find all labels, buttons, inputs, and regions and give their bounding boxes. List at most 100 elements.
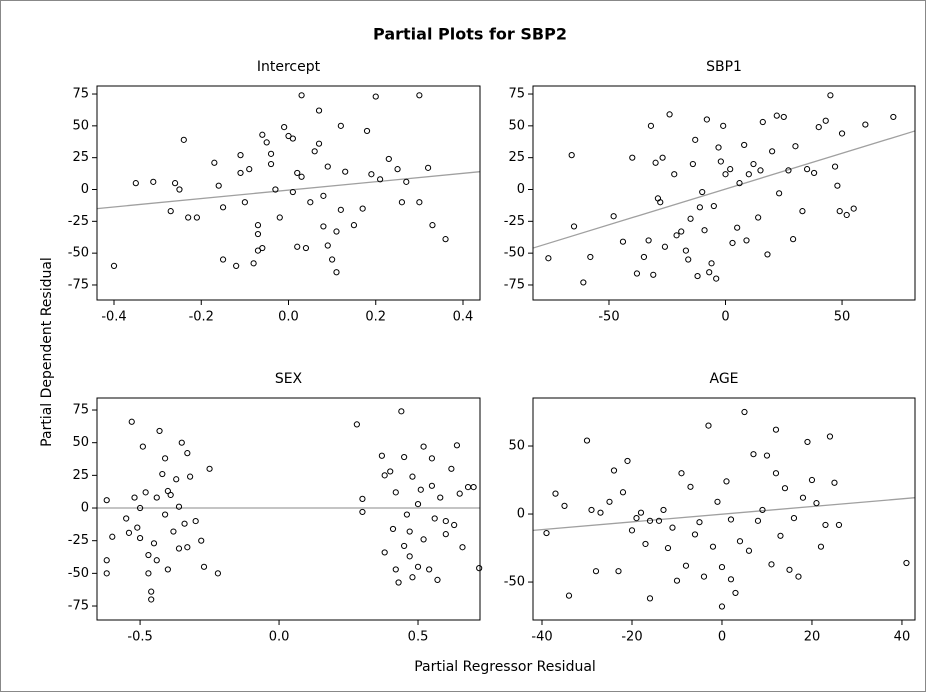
point: [167, 208, 174, 215]
point: [862, 121, 869, 128]
point: [723, 478, 730, 485]
point: [817, 543, 825, 550]
y-tick-label: -50: [68, 566, 89, 581]
point: [850, 205, 857, 212]
point: [717, 158, 724, 165]
point: [187, 473, 194, 480]
point: [772, 426, 780, 433]
x-axis-label: Partial Regressor Residual: [414, 659, 596, 675]
point: [403, 178, 410, 185]
point: [110, 262, 118, 269]
point: [289, 188, 296, 196]
point: [185, 214, 192, 221]
y-axis-label: Partial Dependent Residual: [39, 257, 55, 447]
x-tick-label: -40: [531, 630, 552, 645]
point: [315, 107, 323, 114]
point: [414, 563, 422, 570]
point: [685, 256, 692, 263]
point: [757, 167, 764, 174]
point: [417, 486, 424, 493]
point: [619, 489, 627, 496]
y-tick-label: -75: [504, 277, 525, 292]
point: [642, 540, 649, 548]
point: [692, 136, 699, 143]
point: [661, 243, 669, 250]
point: [329, 256, 336, 263]
point: [424, 164, 432, 171]
point: [552, 490, 559, 497]
y-tick-label: -25: [504, 214, 525, 229]
point: [350, 222, 358, 229]
point: [294, 169, 301, 177]
point: [176, 186, 183, 193]
point: [694, 272, 701, 280]
point: [132, 180, 139, 187]
point: [768, 561, 775, 568]
point: [545, 255, 552, 262]
point: [237, 169, 244, 177]
point: [741, 408, 748, 416]
point: [211, 159, 218, 166]
point: [298, 173, 305, 180]
fit-line: [96, 171, 481, 210]
point: [580, 279, 587, 286]
x-tick-label: -20: [621, 630, 642, 645]
point: [448, 465, 455, 472]
point: [453, 442, 461, 449]
point: [263, 139, 270, 146]
point: [741, 141, 748, 149]
point: [710, 202, 717, 210]
panel-title: AGE: [709, 371, 738, 387]
point: [645, 237, 652, 244]
x-tick-label: 0.0: [269, 630, 290, 645]
point: [302, 244, 310, 252]
point: [420, 443, 427, 450]
point: [434, 576, 441, 583]
point: [624, 457, 631, 465]
point: [619, 238, 627, 245]
point: [703, 116, 710, 123]
point: [633, 515, 640, 522]
point: [359, 508, 366, 516]
point: [588, 506, 595, 514]
point: [803, 166, 811, 173]
point: [736, 538, 744, 545]
point: [333, 269, 340, 276]
point: [392, 566, 399, 573]
y-tick-label: 75: [72, 87, 89, 102]
point: [561, 502, 568, 509]
point: [660, 506, 667, 514]
point: [142, 489, 149, 496]
point: [687, 483, 694, 490]
point: [320, 192, 327, 199]
point: [175, 503, 183, 510]
point: [406, 528, 413, 535]
point: [250, 260, 257, 267]
x-tick-label: 0.2: [365, 310, 386, 325]
point: [289, 135, 296, 142]
point: [387, 468, 394, 475]
point: [691, 531, 699, 538]
point: [713, 275, 720, 282]
point: [476, 565, 483, 572]
point: [320, 223, 327, 230]
point: [687, 215, 694, 222]
point: [246, 166, 253, 173]
point: [389, 525, 397, 533]
point: [437, 494, 444, 501]
point: [759, 506, 766, 514]
point: [570, 223, 578, 230]
point: [394, 166, 401, 173]
point: [763, 452, 771, 459]
point: [161, 511, 169, 518]
point: [673, 577, 681, 584]
point: [276, 214, 283, 221]
point: [131, 494, 138, 501]
point: [678, 228, 685, 235]
point: [192, 517, 199, 525]
x-tick-label: 0: [718, 630, 726, 645]
point: [103, 497, 110, 504]
y-tick-label: -50: [504, 575, 525, 590]
point: [233, 262, 240, 269]
